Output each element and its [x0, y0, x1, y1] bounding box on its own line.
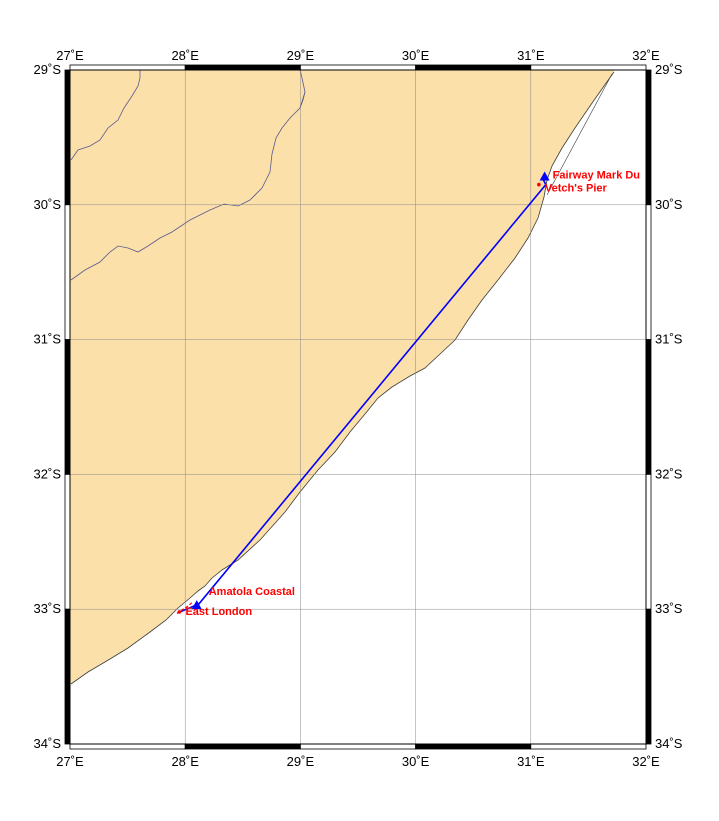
province-border-3 — [299, 91, 306, 109]
lon-tick-label-bottom: 28˚E — [171, 754, 199, 769]
province-border-1 — [70, 70, 141, 161]
place-marker-triangle — [539, 171, 550, 181]
place-label: East London — [185, 606, 252, 618]
place-markers: Fairway Mark Du Vetch's Pier Amatola Coast… — [176, 169, 640, 618]
lat-tick-label-right: 31˚S — [655, 332, 683, 347]
lon-tick-label-top: 31˚E — [517, 48, 545, 63]
lat-tick-label-right: 29˚S — [655, 62, 683, 77]
lat-tick-label-left: 32˚S — [34, 466, 62, 481]
place-label: Fairway Mark Du — [553, 169, 640, 181]
plot-border — [69, 69, 647, 745]
province-border-2 — [70, 69, 306, 281]
land-area — [70, 70, 615, 685]
lon-tick-label-bottom: 27˚E — [56, 754, 84, 769]
lat-tick-label-left: 33˚S — [34, 601, 62, 616]
frame-segment-top — [299, 64, 416, 71]
coastline — [70, 71, 615, 685]
lat-tick-label-right: 32˚S — [655, 466, 683, 481]
frame-segment-bottom — [69, 743, 186, 750]
frame-segment-bottom — [184, 743, 301, 750]
lon-tick-label-bottom: 29˚E — [287, 754, 315, 769]
lon-tick-label-bottom: 32˚E — [632, 754, 660, 769]
lat-tick-label-left: 30˚S — [34, 197, 62, 212]
tick-labels: 27˚E 27˚E 28˚E 28˚E 29˚E 29˚E 30˚E 30˚E 31˚E 31˚E… — [34, 48, 683, 769]
frame-segment-bottom — [530, 743, 647, 750]
frame-segment-left — [64, 204, 71, 341]
frame-segment-top — [530, 64, 647, 71]
ship-route — [176, 177, 547, 614]
frame-segment-right — [645, 339, 652, 475]
frame-segment-left — [64, 473, 71, 610]
frame-segment-right — [645, 608, 652, 745]
frame-segment-right — [645, 473, 652, 610]
place-label: Vetch's Pier — [545, 183, 608, 195]
lat-tick-label-right: 30˚S — [655, 197, 683, 212]
lon-tick-label-bottom: 31˚E — [517, 754, 545, 769]
lat-tick-label-left: 29˚S — [34, 62, 62, 77]
lat-tick-label-left: 31˚S — [34, 332, 62, 347]
lat-tick-label-right: 34˚S — [655, 736, 683, 751]
place-marker-dot — [537, 182, 541, 187]
frame-segment-top — [415, 64, 532, 71]
local-track — [176, 602, 193, 614]
lon-tick-label-bottom: 30˚E — [402, 754, 430, 769]
frame-segment-left — [64, 339, 71, 475]
frame-segment-top — [69, 64, 186, 71]
province-borders — [70, 69, 306, 281]
lon-tick-label-top: 27˚E — [56, 48, 84, 63]
frame-segment-bottom — [299, 743, 416, 750]
lon-tick-label-top: 30˚E — [402, 48, 430, 63]
frame-segment-top — [184, 64, 301, 71]
land-fill — [70, 70, 614, 684]
place-label: Amatola Coastal — [209, 586, 295, 598]
route-line — [176, 177, 547, 614]
frame-segment-bottom — [415, 743, 532, 750]
lat-tick-label-left: 34˚S — [34, 736, 62, 751]
map-frame — [64, 64, 652, 750]
lat-tick-label-right: 33˚S — [655, 601, 683, 616]
frame-segment-left — [64, 69, 71, 206]
lon-tick-label-top: 29˚E — [287, 48, 315, 63]
frame-segment-right — [645, 204, 652, 341]
lon-tick-label-top: 32˚E — [632, 48, 660, 63]
lon-tick-label-top: 28˚E — [171, 48, 199, 63]
frame-segment-right — [645, 69, 652, 206]
coastal-feature-line — [546, 73, 613, 196]
frame-segment-left — [64, 608, 71, 745]
place-marker-triangle — [191, 600, 202, 610]
